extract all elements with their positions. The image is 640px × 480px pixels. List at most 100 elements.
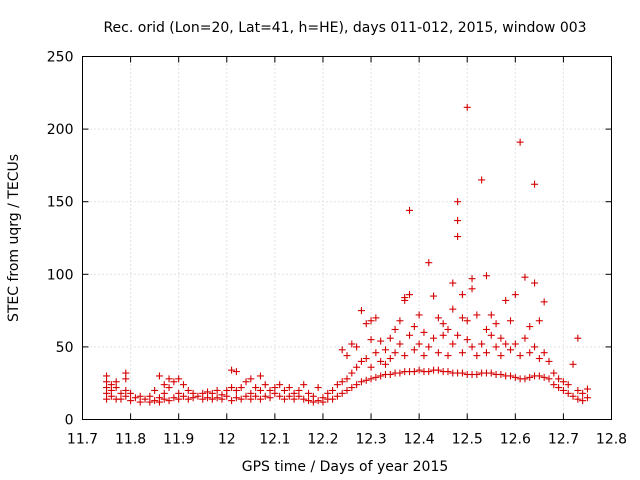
data-point [391, 349, 399, 357]
data-point [266, 394, 274, 402]
data-point [545, 357, 553, 365]
data-point [362, 376, 370, 384]
data-point [434, 366, 442, 374]
data-point [463, 103, 471, 111]
x-tick-label: 12.5 [452, 432, 483, 448]
data-point [545, 375, 553, 383]
data-point [199, 389, 207, 397]
data-point [444, 352, 452, 360]
y-tick-label: 250 [47, 50, 74, 66]
data-point [189, 389, 197, 397]
data-point [482, 325, 490, 333]
y-tick-label: 50 [56, 340, 74, 356]
data-point [482, 349, 490, 357]
data-point [276, 381, 284, 389]
data-point [329, 386, 337, 394]
data-point [386, 370, 394, 378]
data-point [242, 392, 250, 400]
data-point [122, 369, 130, 377]
data-point [579, 397, 587, 405]
data-point [487, 311, 495, 319]
data-point [377, 337, 385, 345]
data-point [367, 317, 375, 325]
data-point [406, 291, 414, 299]
data-point [377, 372, 385, 380]
data-point [237, 395, 245, 403]
data-point [507, 317, 515, 325]
chart-title: Rec. orid (Lon=20, Lat=41, h=HE), days 0… [103, 20, 586, 36]
data-point [396, 317, 404, 325]
data-point [290, 389, 298, 397]
data-point [454, 217, 462, 225]
data-point [579, 389, 587, 397]
data-point [497, 352, 505, 360]
data-point [401, 294, 409, 302]
data-point [468, 285, 476, 293]
data-point [353, 343, 361, 351]
data-point [569, 360, 577, 368]
data-point [526, 323, 534, 331]
data-point [434, 314, 442, 322]
data-point [300, 395, 308, 403]
x-tick-label: 12 [218, 432, 236, 448]
data-point [276, 392, 284, 400]
data-point [295, 386, 303, 394]
data-point [280, 386, 288, 394]
data-point [559, 378, 567, 386]
gridlines [82, 56, 612, 420]
data-point [256, 372, 264, 380]
data-point [511, 291, 519, 299]
data-point [305, 389, 313, 397]
data-point [540, 349, 548, 357]
x-tick-label: 12.7 [548, 432, 579, 448]
data-point [401, 352, 409, 360]
data-point [208, 389, 216, 397]
data-point [492, 343, 500, 351]
x-tick-label: 12.1 [259, 432, 290, 448]
data-point [478, 340, 486, 348]
data-point [410, 323, 418, 331]
data-point [232, 368, 240, 376]
data-point [415, 340, 423, 348]
data-point [285, 392, 293, 400]
data-point [165, 375, 173, 383]
data-point [247, 389, 255, 397]
data-point [454, 331, 462, 339]
data-point [511, 340, 519, 348]
data-point [155, 394, 163, 402]
data-point [531, 343, 539, 351]
data-point [507, 346, 515, 354]
data-point [449, 340, 457, 348]
data-point [170, 394, 178, 402]
data-point [136, 392, 144, 400]
data-point [555, 375, 563, 383]
data-point [117, 389, 125, 397]
data-point [266, 386, 274, 394]
data-point [454, 233, 462, 241]
data-point [473, 311, 481, 319]
data-point [179, 392, 187, 400]
data-point [232, 394, 240, 402]
data-point [151, 397, 159, 405]
data-point [516, 352, 524, 360]
data-point [357, 307, 365, 315]
data-point [285, 384, 293, 392]
data-point [458, 291, 466, 299]
data-point [473, 352, 481, 360]
data-point [415, 311, 423, 319]
data-points [103, 103, 591, 406]
data-point [127, 389, 135, 397]
data-point [531, 180, 539, 188]
data-point [386, 334, 394, 342]
data-point [252, 392, 260, 400]
data-point [410, 346, 418, 354]
data-point [348, 340, 356, 348]
x-tick-label: 12.6 [500, 432, 531, 448]
data-point [381, 360, 389, 368]
data-point [420, 328, 428, 336]
data-point [146, 392, 154, 400]
data-point [420, 352, 428, 360]
data-point [184, 395, 192, 403]
data-point [131, 394, 139, 402]
